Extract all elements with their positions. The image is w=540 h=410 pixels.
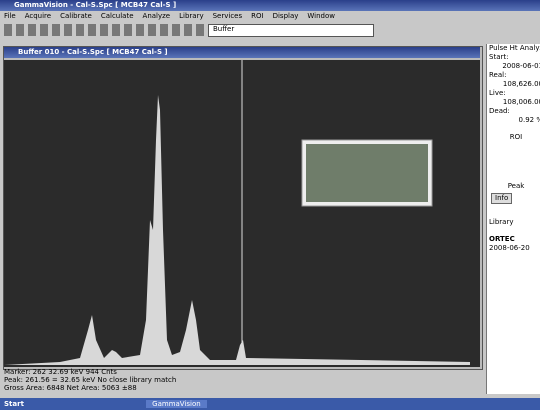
panel-value: 0.92 %: [489, 116, 540, 125]
taskbar: Start GammaVision: [0, 398, 540, 410]
status-marker: Marker: 262 32.69 keV 944 Cnts: [4, 368, 176, 376]
toolbar: [4, 24, 204, 36]
panel-value: 108,626.00: [489, 80, 540, 89]
combo-box[interactable]: Buffer: [208, 24, 374, 37]
menu-item[interactable]: Analyze: [143, 12, 171, 20]
menu-item[interactable]: Services: [213, 12, 243, 20]
brand: ORTEC: [489, 235, 540, 244]
panel-label: Live:: [489, 89, 540, 98]
inset-plot: [306, 144, 428, 202]
status-area: Gross Area: 6848 Net Area: 5063 ±88: [4, 384, 176, 392]
side-panel: Pulse Ht Analyze Start:2008-06-01 Real:1…: [486, 44, 540, 394]
menu-item[interactable]: File: [4, 12, 16, 20]
panel-label: Start:: [489, 53, 540, 62]
spectrum: [4, 60, 480, 367]
panel-value: 2008-06-01: [489, 62, 540, 71]
menu-item[interactable]: Acquire: [25, 12, 51, 20]
menu-item[interactable]: Display: [273, 12, 299, 20]
task-button[interactable]: GammaVision: [146, 400, 207, 408]
library-label: Library: [489, 218, 540, 227]
info-button[interactable]: Info: [491, 193, 512, 204]
menu-bar: File Acquire Calibrate Calculate Analyze Libr…: [4, 12, 344, 20]
menu-item[interactable]: ROI: [251, 12, 263, 20]
panel-value: 108,006.00: [489, 98, 540, 107]
title-bar: GammaVision - Cal-S.Spc [ MCB47 Cal-S ]: [0, 0, 540, 11]
panel-date: 2008-06-20: [489, 244, 540, 253]
menu-item[interactable]: Calibrate: [60, 12, 92, 20]
status: Marker: 262 32.69 keV 944 Cnts Peak: 261…: [4, 368, 176, 392]
screen: GammaVision - Cal-S.Spc [ MCB47 Cal-S ] …: [0, 0, 540, 410]
menu-item[interactable]: Library: [179, 12, 203, 20]
panel-label: Real:: [489, 71, 540, 80]
panel-header: Pulse Ht Analyze: [489, 44, 540, 53]
panel-label: Dead:: [489, 107, 540, 116]
menu-item[interactable]: Window: [307, 12, 335, 20]
window-title: Buffer 010 - Cal-S.Spc [ MCB47 Cal-S ]: [4, 47, 480, 58]
roi-label: ROI: [489, 133, 540, 142]
menu-item[interactable]: Calculate: [101, 12, 134, 20]
start-button[interactable]: Start: [4, 400, 24, 408]
status-peak: Peak: 261.56 = 32.65 keV No close librar…: [4, 376, 176, 384]
peak-label: Peak: [489, 182, 540, 191]
